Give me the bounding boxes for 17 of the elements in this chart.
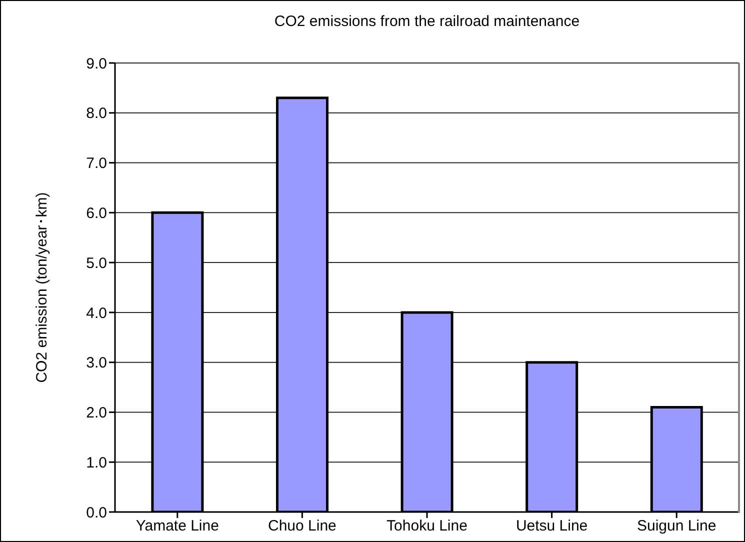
y-tick-label: 0.0 (86, 504, 107, 522)
x-tick-label: Suigun Line (636, 518, 716, 535)
y-tick-label: 6.0 (86, 204, 107, 222)
y-tick-label: 5.0 (86, 254, 107, 272)
y-tick-label: 3.0 (86, 354, 107, 372)
x-tick-label: Chuo Line (268, 518, 336, 535)
y-tick-label: 7.0 (86, 155, 107, 172)
y-tick-label: 9.0 (86, 55, 107, 72)
y-tick-label: 4.0 (86, 304, 107, 322)
y-tick-label: 2.0 (86, 404, 107, 422)
x-tick-label: Yamate Line (136, 518, 219, 535)
chart-title: CO2 emissions from the railroad maintenance (273, 13, 581, 30)
y-axis-title: CO2 emission (ton/year･km) (33, 192, 50, 383)
x-tick-label: Uetsu Line (516, 518, 588, 535)
y-tick-label: 1.0 (86, 454, 107, 472)
y-tick-label: 8.0 (86, 105, 107, 122)
x-tick-label: Tohoku Line (386, 518, 468, 535)
